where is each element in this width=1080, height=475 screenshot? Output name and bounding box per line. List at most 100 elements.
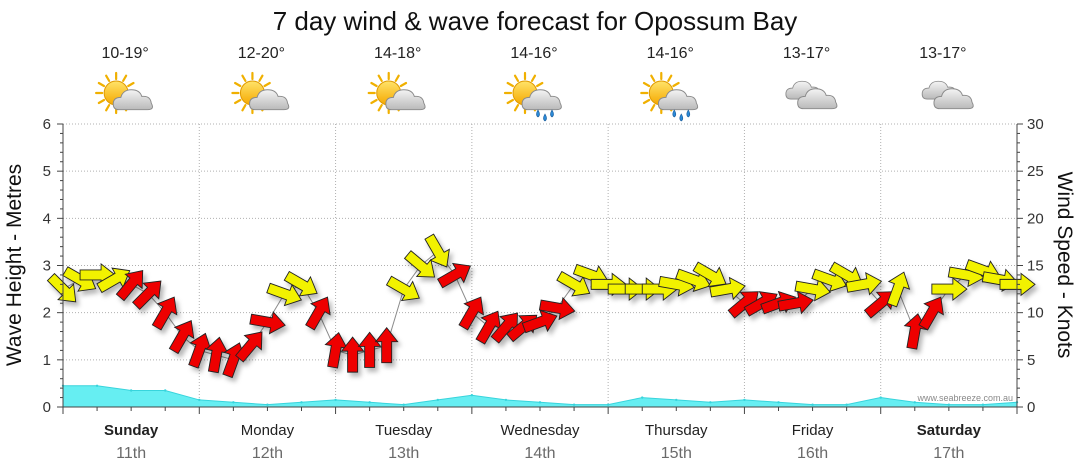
day-label: Saturday: [917, 422, 982, 439]
chart-grid: [63, 123, 1017, 407]
wind-arrow-shape: [385, 275, 420, 302]
day-label: Tuesday: [375, 422, 432, 439]
rain-drop: [672, 109, 677, 118]
sun-ray: [377, 74, 383, 82]
wind-arrow-onshore: [556, 270, 591, 297]
sun-ray: [234, 98, 242, 105]
wind-arrow-shape: [374, 326, 399, 364]
wave-point: [845, 403, 848, 406]
wind-arrow-offshore: [151, 296, 178, 331]
wind-arrow-shape: [324, 331, 348, 369]
day-label: Thursday: [645, 422, 708, 439]
day-date-label: 12th: [252, 445, 283, 462]
wind-arrow-shape: [709, 276, 746, 301]
right-tick-label: 10: [1027, 305, 1044, 322]
rain-drop: [550, 109, 554, 118]
sun-ray: [642, 98, 651, 105]
wind-arrow-offshore: [918, 296, 944, 331]
sun-ray: [370, 81, 378, 88]
wave-point: [266, 403, 269, 406]
wind-arrow-offshore: [521, 309, 558, 334]
wind-arrow-shape: [424, 233, 450, 268]
wind-arrow-offshore: [115, 270, 144, 302]
wind-arrows: [46, 233, 1036, 379]
day-label: Wednesday: [501, 422, 580, 439]
wind-arrow-offshore: [538, 296, 576, 321]
wind-arrow-shape: [886, 271, 911, 308]
temperature-label: 14-18°: [374, 45, 421, 62]
wind-arrow-shape: [436, 262, 472, 289]
wind-arrow-shape: [340, 336, 365, 373]
left-tick-label: 0: [43, 399, 51, 416]
right-tick-label: 25: [1027, 163, 1044, 180]
wind-arrow-shape: [777, 290, 814, 315]
wave-point: [709, 401, 712, 404]
wind-arrow-shape: [46, 272, 77, 303]
temperature-label: 10-19°: [101, 45, 148, 62]
wave-point: [334, 398, 337, 402]
wave-point: [232, 401, 235, 404]
wind-arrow-offshore: [374, 326, 399, 364]
temperature-label: 12-20°: [238, 45, 285, 62]
wind-arrow-shape: [556, 270, 591, 297]
wave-point: [368, 401, 371, 404]
wave-point: [402, 403, 405, 406]
wind-arrow-offshore: [475, 310, 501, 345]
wind-arrow-shape: [538, 296, 576, 321]
left-tick-label: 4: [43, 210, 51, 227]
wave-point: [198, 398, 201, 402]
sun-ray: [513, 104, 520, 112]
sun-rain-icon: [503, 71, 562, 122]
right-tick-label: 30: [1027, 116, 1044, 133]
wave-point: [879, 396, 882, 399]
day-date-label: 17th: [933, 445, 964, 462]
wave-series: [61, 384, 1019, 408]
cloud-icon: [921, 80, 974, 110]
wind-arrow-shape: [249, 310, 286, 335]
wind-arrow-shape: [692, 261, 727, 288]
day-labels: Sunday 11th Monday 12th Tuesday 13th Wednesday…: [104, 422, 982, 462]
wave-point: [538, 401, 542, 404]
sun-ray: [105, 74, 111, 82]
wind-arrow-onshore: [385, 275, 420, 302]
wave-point: [300, 401, 303, 404]
cloud-body: [933, 88, 974, 110]
wind-arrow-offshore: [205, 336, 229, 374]
wind-arrow-onshore: [886, 271, 911, 308]
sun-rain-icon: [640, 71, 699, 122]
wave-point: [572, 403, 576, 406]
left-tick-label: 3: [43, 258, 51, 275]
wind-arrow-offshore: [458, 296, 484, 331]
wind-arrow-shape: [357, 331, 382, 368]
wind-arrow-offshore: [340, 336, 365, 373]
wind-arrow-onshore: [931, 277, 968, 302]
sun-ray: [506, 98, 514, 105]
sun-ray: [506, 81, 514, 88]
rain-drop: [679, 113, 684, 122]
cloud-shape: [112, 89, 153, 111]
rain-drop: [686, 109, 691, 118]
left-tick-label: 5: [43, 163, 51, 180]
sun-cloud-icon: [367, 71, 426, 115]
cloud-body: [657, 89, 699, 111]
wind-arrow-offshore: [357, 331, 382, 368]
wave-point: [606, 403, 610, 406]
sun-ray: [234, 81, 242, 88]
left-tick-label: 1: [43, 352, 51, 369]
sun-cloud-icon: [95, 71, 153, 115]
wind-arrow-offshore: [305, 296, 331, 331]
sun-ray: [394, 74, 400, 82]
temperature-label: 14-16°: [647, 45, 694, 62]
day-date-label: 14th: [524, 445, 555, 462]
wave-point: [913, 401, 916, 404]
wind-arrow-onshore: [96, 267, 131, 294]
right-tick-label: 0: [1027, 399, 1035, 416]
rain-drop: [543, 113, 547, 122]
wind-arrow-shape: [490, 312, 518, 344]
left-tick-label: 2: [43, 305, 51, 322]
wave-point: [777, 401, 780, 404]
wind-arrow-shape: [283, 270, 318, 297]
sun-ray: [536, 81, 544, 88]
sun-ray: [672, 81, 680, 88]
sun-ray: [263, 81, 271, 88]
